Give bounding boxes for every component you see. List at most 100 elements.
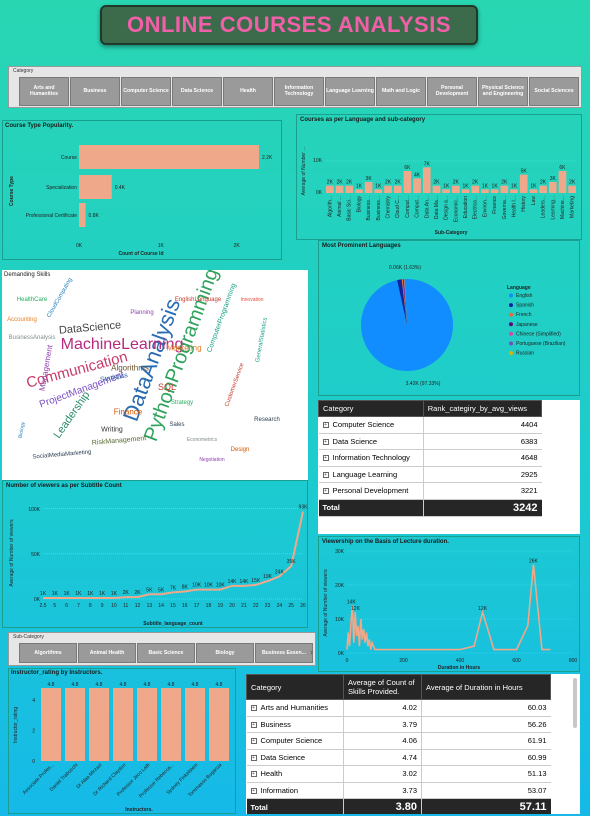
lang-subcat-bar[interactable] [548,182,557,193]
languages-slice[interactable] [402,279,407,325]
lang-subcat-bar[interactable] [335,185,344,193]
table-row[interactable]: + Information 3.73 53.07 [246,782,551,799]
instructor-bar[interactable] [209,688,229,761]
category-slicer-item[interactable]: Social Sciences [529,77,579,106]
rank-category-cell[interactable]: + Data Science [318,433,424,450]
rank-category-cell[interactable]: + Information Technology [318,449,424,467]
lang-subcat-bar[interactable] [355,189,363,193]
expand-icon[interactable]: + [250,721,257,728]
lang-subcat-bar[interactable] [345,185,354,193]
expand-icon[interactable]: + [322,471,329,478]
lang-subcat-bar[interactable] [452,185,460,193]
category-slicer-item[interactable]: Data Science [172,77,222,106]
category-slicer-item[interactable]: Arts and Humanities [19,77,69,106]
rank-category-cell[interactable]: + Computer Science [318,416,424,434]
skills-category-cell[interactable]: + Arts and Humanities [246,699,344,717]
table-row[interactable]: + Business 3.79 56.26 [246,716,551,733]
lang-subcat-bar[interactable] [519,174,528,193]
expand-icon[interactable]: + [322,455,329,462]
table-row[interactable]: + Language Learning 2925 [318,466,542,483]
skills-category-cell[interactable]: + Health [246,765,344,783]
expand-icon[interactable]: + [250,787,257,794]
viewers-subtitle-line[interactable] [43,511,304,600]
lang-subcat-bar[interactable] [490,189,499,193]
subcategory-slicer-item[interactable]: Algorithms [19,643,77,663]
expand-icon[interactable]: + [250,754,257,761]
expand-icon[interactable]: + [250,705,257,712]
category-slicer-item[interactable]: Language Learning [325,77,375,106]
instructor-bar[interactable] [41,688,61,761]
expand-icon[interactable]: + [250,738,257,745]
skills-category-cell[interactable]: + Data Science [246,749,344,766]
rank-category-cell[interactable]: + Personal Development [318,482,424,500]
skills-col-category[interactable]: Category [246,674,344,700]
category-slicer-item[interactable]: Physical Science and Engineering [478,77,528,106]
table-row[interactable]: + Health 3.02 51.13 [246,765,551,783]
skills-category-cell[interactable]: + Business [246,716,344,733]
table-row[interactable]: + Computer Science 4.06 61.91 [246,732,551,750]
languages-slice[interactable] [404,279,407,325]
lang-subcat-bar[interactable] [422,167,431,193]
course-type-bar[interactable] [79,145,259,169]
instructor-bar[interactable] [137,688,157,761]
skills-category-cell[interactable]: + Information [246,782,344,799]
languages-slice[interactable] [403,279,407,325]
subcategory-slicer-item[interactable]: Biology [196,643,254,663]
table-row[interactable]: + Computer Science 4404 [318,416,542,434]
lang-subcat-bar[interactable] [500,185,509,193]
languages-slice[interactable] [401,279,407,325]
lang-subcat-bar[interactable] [374,189,383,193]
category-slicer-item[interactable]: Computer Science [121,77,171,106]
skills-category-cell[interactable]: + Computer Science [246,732,344,750]
expand-icon[interactable]: + [322,438,329,445]
skills-col-duration[interactable]: Average of Duration in Hours [421,674,551,700]
lang-subcat-bar[interactable] [326,185,334,193]
instructor-bar[interactable] [65,688,85,761]
category-slicer-item[interactable]: Personal Development [427,77,477,106]
category-slicer-item[interactable]: Health [223,77,273,106]
lang-subcat-bar[interactable] [471,185,480,193]
lang-subcat-bar[interactable] [442,189,450,193]
lecture-line[interactable] [346,564,551,651]
expand-icon[interactable]: + [322,488,329,495]
lang-subcat-bar[interactable] [558,171,567,193]
rank-category-cell[interactable]: + Language Learning [318,466,424,483]
subcategory-slicer-item[interactable]: Animal Health [78,643,136,663]
category-slicer-item[interactable]: Business [70,77,120,106]
instructor-bar[interactable] [161,688,181,761]
subcategory-slicer-item[interactable]: Basic Science [137,643,195,663]
lang-subcat-bar[interactable] [568,185,576,193]
lang-subcat-bar[interactable] [413,178,421,193]
lang-subcat-bar[interactable] [539,185,547,193]
table-row[interactable]: + Personal Development 3221 [318,482,542,500]
lang-subcat-bar[interactable] [510,189,518,193]
instructor-bar[interactable] [113,688,133,761]
lang-subcat-bar[interactable] [481,189,489,193]
languages-slice[interactable] [404,279,407,325]
lang-subcat-bar[interactable] [384,185,392,193]
expand-icon[interactable]: + [250,771,257,778]
lang-subcat-bar[interactable] [432,185,441,193]
lang-subcat-bar[interactable] [403,171,412,193]
course-type-bar[interactable] [79,175,112,199]
table-row[interactable]: + Data Science 4.74 60.99 [246,749,551,766]
course-type-bar[interactable] [79,203,86,227]
subcategory-slicer-item[interactable]: Business Essen... [255,643,313,663]
rank-col-value[interactable]: Rank_categiry_by_avg_views [422,400,543,417]
lang-subcat-bar[interactable] [529,189,538,193]
languages-slice[interactable] [397,279,407,325]
expand-icon[interactable]: + [322,422,329,429]
table-row[interactable]: + Data Science 6383 [318,433,542,450]
table-scrollbar[interactable] [573,678,577,728]
lang-subcat-bar[interactable] [364,182,373,193]
rank-col-category[interactable]: Category [318,400,424,417]
table-row[interactable]: + Information Technology 4648 [318,449,542,467]
category-slicer-item[interactable]: Information Technology [274,77,324,106]
chevron-right-icon[interactable]: › [310,647,313,657]
instructor-bar[interactable] [89,688,109,761]
skills-col-count[interactable]: Average of Count of Skills Provided. [343,674,422,700]
lang-subcat-bar[interactable] [393,185,402,193]
lang-subcat-bar[interactable] [461,189,470,193]
instructor-bar[interactable] [185,688,205,761]
table-row[interactable]: + Arts and Humanities 4.02 60.03 [246,699,551,717]
